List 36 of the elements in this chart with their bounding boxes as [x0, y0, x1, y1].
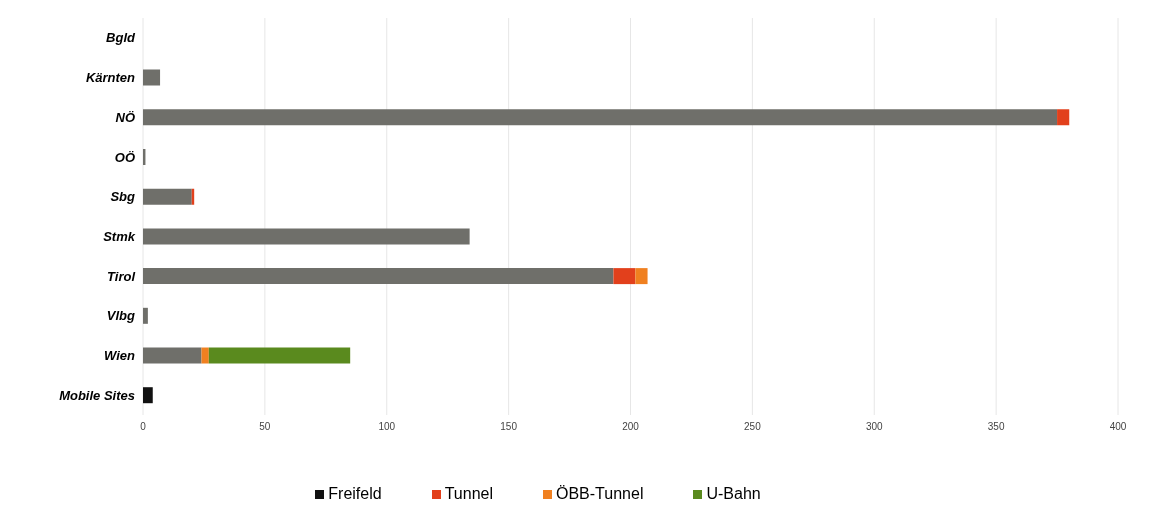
- bar: [143, 347, 202, 364]
- y-tick-label: Stmk: [103, 228, 136, 244]
- bar: [1057, 109, 1070, 126]
- x-tick-label: 50: [259, 421, 271, 433]
- bar: [143, 307, 148, 324]
- x-tick-label: 300: [865, 421, 884, 433]
- y-tick-label: Tirol: [107, 268, 136, 284]
- bar: [143, 228, 470, 245]
- y-tick-label: Sbg: [110, 189, 136, 205]
- legend-label: Freifeld: [328, 485, 382, 502]
- x-tick-label: 150: [500, 421, 518, 433]
- y-tick-label: NÖ: [115, 109, 135, 125]
- y-tick-label: Mobile Sites: [59, 387, 135, 403]
- bar: [201, 347, 209, 364]
- y-tick-label: Kärnten: [85, 70, 136, 86]
- bar: [143, 69, 161, 86]
- y-tick-label: OÖ: [114, 149, 135, 165]
- y-tick-label: Bgld: [106, 30, 137, 46]
- legend-label: U-Bahn: [706, 485, 761, 502]
- x-tick-label: 400: [1109, 421, 1127, 433]
- bar: [143, 268, 614, 285]
- legend-label: Tunnel: [444, 485, 493, 502]
- x-tick-label: 100: [378, 421, 396, 433]
- legend-label: ÖBB-Tunnel: [555, 485, 644, 502]
- bar: [635, 268, 648, 285]
- bar: [208, 347, 351, 364]
- bar: [143, 109, 1058, 126]
- x-tick-label: 250: [744, 421, 762, 433]
- x-tick-label: 0: [140, 421, 147, 433]
- x-tick-label: 350: [987, 421, 1005, 433]
- bar: [613, 268, 636, 285]
- y-tick-label: Wien: [104, 348, 136, 364]
- x-tick-label: 200: [622, 421, 640, 433]
- y-tick-label: Vlbg: [106, 308, 136, 324]
- bar: [143, 387, 153, 404]
- bar: [143, 188, 192, 205]
